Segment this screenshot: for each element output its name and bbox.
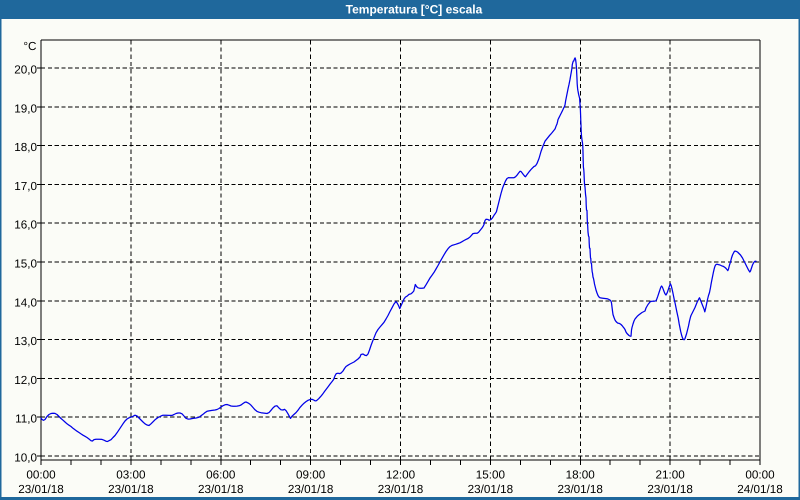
svg-text:18:00: 18:00 [566, 469, 596, 482]
svg-text:11,0: 11,0 [15, 413, 37, 426]
svg-text:12,0: 12,0 [14, 374, 37, 387]
svg-text:00:00: 00:00 [26, 469, 56, 482]
svg-text:15:00: 15:00 [476, 469, 506, 482]
svg-text:14,0: 14,0 [14, 296, 37, 309]
svg-text:06:00: 06:00 [206, 469, 236, 482]
svg-text:13,0: 13,0 [14, 335, 37, 348]
svg-text:23/01/18: 23/01/18 [198, 483, 244, 496]
svg-text:17,0: 17,0 [14, 180, 37, 193]
svg-text:21:00: 21:00 [655, 469, 685, 482]
svg-text:03:00: 03:00 [116, 469, 146, 482]
svg-text:09:00: 09:00 [296, 469, 326, 482]
svg-text:23/01/18: 23/01/18 [18, 483, 64, 496]
svg-text:23/01/18: 23/01/18 [557, 483, 603, 496]
svg-text:23/01/18: 23/01/18 [108, 483, 154, 496]
svg-text:00:00: 00:00 [745, 469, 775, 482]
svg-text:15,0: 15,0 [14, 258, 37, 271]
svg-text:23/01/18: 23/01/18 [468, 483, 514, 496]
svg-text:°C: °C [23, 40, 36, 53]
svg-text:Temperatura [°C] escala: Temperatura [°C] escala [346, 3, 483, 17]
svg-text:19,0: 19,0 [14, 102, 37, 115]
svg-text:20,0: 20,0 [14, 64, 37, 77]
svg-text:24/01/18: 24/01/18 [737, 483, 783, 496]
svg-text:23/01/18: 23/01/18 [378, 483, 424, 496]
svg-text:18,0: 18,0 [14, 141, 37, 154]
svg-text:12:00: 12:00 [386, 469, 416, 482]
svg-text:10,0: 10,0 [14, 452, 37, 465]
svg-text:16,0: 16,0 [14, 219, 37, 232]
svg-text:23/01/18: 23/01/18 [647, 483, 693, 496]
svg-text:23/01/18: 23/01/18 [288, 483, 334, 496]
